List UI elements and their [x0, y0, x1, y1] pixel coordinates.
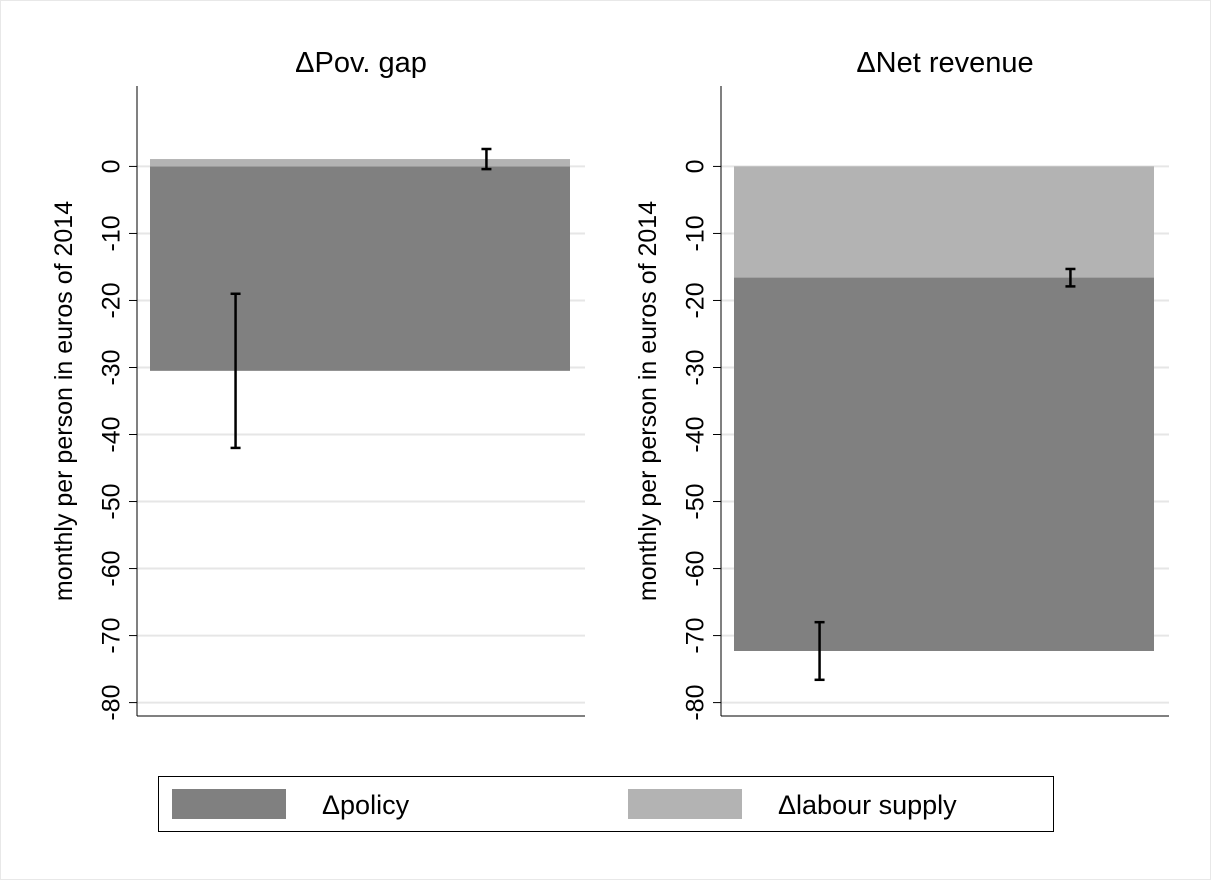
y-tick-label: -80 [682, 685, 710, 721]
y-axis-label: monthly per person in euros of 2014 [50, 201, 78, 601]
y-tick-label: -30 [682, 349, 710, 385]
y-tick-label: 0 [98, 159, 126, 173]
error-bar [481, 147, 492, 171]
y-tick-label: -20 [98, 282, 126, 318]
bar: Δlabour supply [734, 166, 1154, 278]
y-tick-label: -70 [98, 618, 126, 654]
y-tick-label: -60 [682, 550, 710, 586]
bar: Δpolicy [150, 166, 570, 371]
y-tick-label: -80 [98, 685, 126, 721]
y-axis-label: monthly per person in euros of 2014 [634, 201, 662, 601]
legend-swatch [172, 789, 286, 819]
chart-title: ΔPov. gap [295, 47, 427, 79]
legend-swatch [628, 789, 742, 819]
y-tick-label: -20 [682, 282, 710, 318]
y-tick-label: -60 [98, 550, 126, 586]
y-tick-label: -70 [682, 618, 710, 654]
legend-label: Δlabour supply [778, 790, 957, 820]
chart-title: ΔNet revenue [856, 47, 1033, 79]
y-tick-label: -10 [682, 215, 710, 251]
y-tick-label: -50 [98, 483, 126, 519]
y-tick-label: -40 [98, 416, 126, 452]
legend-label: Δpolicy [322, 790, 410, 820]
error-bar [814, 620, 825, 682]
y-tick-label: 0 [682, 159, 710, 173]
error-bar [1065, 267, 1076, 288]
legend-box [158, 776, 1054, 832]
y-tick-label: -50 [682, 483, 710, 519]
bar: Δlabour supply [150, 159, 570, 167]
error-bar [230, 292, 241, 450]
y-tick-label: -40 [682, 416, 710, 452]
y-tick-label: -30 [98, 349, 126, 385]
y-tick-label: -10 [98, 215, 126, 251]
